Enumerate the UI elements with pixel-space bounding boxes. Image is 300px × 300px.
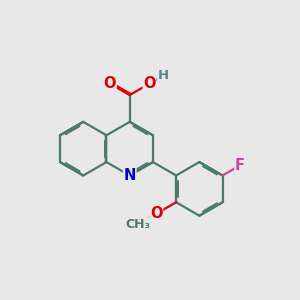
Text: CH₃: CH₃: [125, 218, 150, 231]
Text: O: O: [104, 76, 116, 91]
Text: O: O: [150, 206, 163, 221]
Text: H: H: [158, 69, 169, 82]
Text: N: N: [124, 168, 136, 183]
Text: F: F: [235, 158, 245, 173]
Text: O: O: [143, 76, 156, 91]
